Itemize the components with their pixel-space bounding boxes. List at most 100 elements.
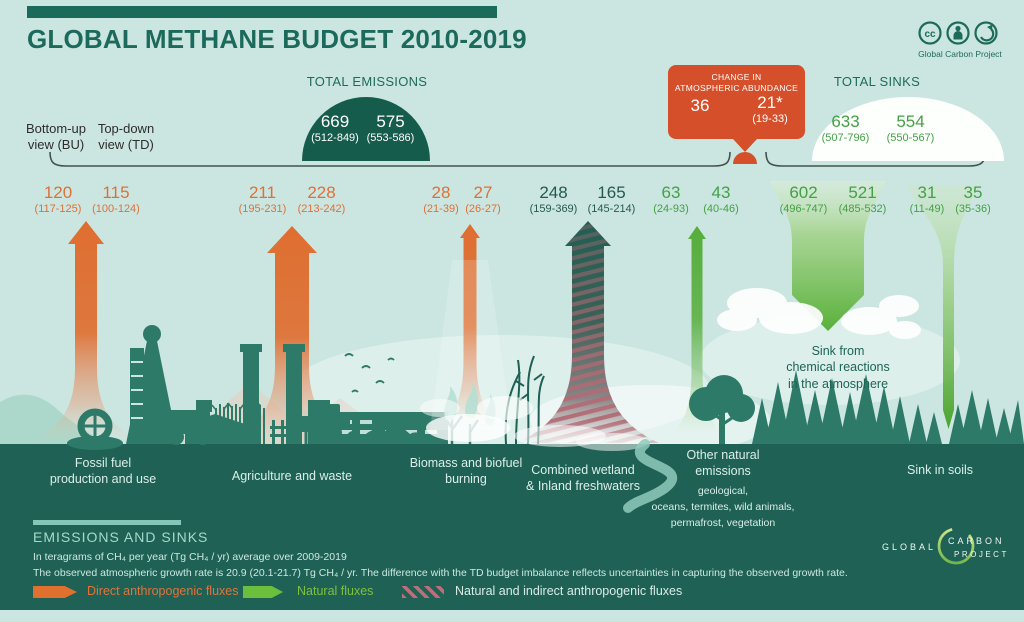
cc-caption: Global Carbon Project	[918, 49, 1002, 59]
soil-sink-td-range: (35-36)	[955, 202, 991, 215]
gcp-logo-global: GLOBAL	[882, 542, 936, 552]
emissions-brace	[49, 151, 731, 167]
agriculture-arrow	[213, 226, 371, 446]
cc-icon[interactable]: cc	[918, 21, 942, 45]
wetland-label: Combined wetland & Inland freshwaters	[526, 463, 640, 494]
other-natural-label: Other natural emissions	[686, 448, 760, 479]
legend-natural-indirect-label: Natural and indirect anthropogenic fluxe…	[455, 584, 683, 598]
footer-units-note: In teragrams of CH₄ per year (Tg CH₄ / y…	[33, 551, 347, 563]
agriculture-bu-range: (195-231)	[238, 202, 287, 215]
cc-by-icon[interactable]	[946, 21, 970, 45]
chemical-sink-values: 602 (496-747) 521 (485-532)	[776, 183, 890, 215]
atmospheric-change-td: 21*	[757, 93, 783, 112]
other-natural-td-range: (40-46)	[703, 202, 739, 215]
wetland-bu: 248	[539, 183, 568, 202]
fossil-td-range: (100-124)	[92, 202, 140, 215]
biomass-arrow	[437, 224, 503, 428]
gcp-logo-carbon: CARBON	[948, 536, 1005, 546]
soil-sink-bu-range: (11-49)	[909, 202, 945, 215]
total-emissions-bu-range: (512-849)	[311, 131, 359, 144]
other-natural-sublabel: geological, oceans, termites, wild anima…	[651, 485, 795, 529]
agriculture-td-range: (213-242)	[297, 202, 346, 215]
total-sinks-label: TOTAL SINKS	[833, 74, 921, 89]
bottom-up-view-label: Bottom-up view (BU)	[26, 121, 86, 153]
title-bar	[27, 6, 497, 18]
legend-natural-swatch	[243, 586, 283, 598]
other-natural-bu-range: (24-93)	[653, 202, 689, 215]
other-natural-arrow	[671, 226, 723, 434]
river-icon	[623, 439, 678, 513]
birds-icon	[344, 353, 395, 393]
soil-sink-arrow	[906, 185, 980, 429]
biomass-bu: 28	[431, 183, 451, 202]
chemical-sink-bu: 602	[789, 183, 818, 202]
page-title: GLOBAL METHANE BUDGET 2010-2019	[27, 24, 527, 54]
fossil-bu: 120	[43, 183, 73, 202]
agriculture-td: 228	[307, 183, 336, 202]
atmospheric-change-title: CHANGE IN ATMOSPHERIC ABUNDANCE	[674, 72, 799, 94]
chemical-sink-bu-range: (496-747)	[779, 202, 828, 215]
wetland-td: 165	[597, 183, 626, 202]
biomass-td: 27	[473, 183, 493, 202]
footer-accent-bar	[33, 520, 181, 525]
total-sinks-td: 554	[896, 112, 925, 131]
gcp-logo-project: PROJECT	[954, 550, 1009, 559]
soil-sink-bu: 31	[917, 183, 937, 202]
atmospheric-change-bu: 36	[690, 96, 710, 115]
soil-sink-td: 35	[963, 183, 983, 202]
fossil-fuel-values: 120 (117-125) 115 (100-124)	[32, 183, 142, 215]
soil-sink-label: Sink in soils	[907, 463, 973, 477]
total-sinks-bu: 633	[831, 112, 860, 131]
ground-band	[0, 444, 1024, 610]
fossil-bu-range: (117-125)	[34, 202, 82, 215]
change-box-pointer	[733, 139, 757, 152]
chemical-sink-td: 521	[848, 183, 877, 202]
crops-icon	[211, 402, 265, 444]
chemical-sink-td-range: (485-532)	[838, 202, 887, 215]
agriculture-values: 211 (195-231) 228 (213-242)	[235, 183, 349, 215]
agriculture-bu: 211	[248, 183, 277, 202]
fence-icon	[270, 420, 295, 444]
change-hump	[733, 152, 757, 164]
tree-icon	[689, 375, 755, 444]
atmospheric-change-td-range: (19-33)	[752, 112, 788, 125]
total-emissions-label: TOTAL EMISSIONS	[306, 74, 428, 89]
legend-direct-anthropogenic-label: Direct anthropogenic fluxes	[87, 584, 239, 598]
agriculture-label: Agriculture and waste	[231, 469, 353, 483]
cc-license-badges[interactable]: cc	[910, 20, 1010, 50]
wetland-arrow	[517, 221, 659, 443]
forest-icon	[752, 370, 1024, 444]
biomass-label: Biomass and biofuel burning	[409, 456, 523, 487]
gcp-logo: GLOBAL CARBON PROJECT	[882, 527, 1009, 565]
total-emissions-dome: 669 (512-849) 575 (553-586)	[302, 97, 430, 161]
fossil-td: 115	[102, 183, 130, 202]
fossil-fuel-arrow	[27, 221, 145, 443]
legend-natural-label: Natural fluxes	[297, 584, 374, 598]
chemical-sink-label: Sink from chemical reactions in the atmo…	[786, 344, 890, 391]
gcp-logo-ring	[937, 527, 975, 565]
top-down-view-label: Top-down view (TD)	[97, 121, 155, 153]
total-emissions-td-range: (553-586)	[366, 131, 415, 144]
soil-sink-values: 31 (11-49) 35 (35-36)	[906, 183, 994, 215]
clouds-icon	[717, 288, 921, 339]
waterwheel-icon	[67, 408, 123, 450]
chemical-sink-arrow	[770, 181, 886, 331]
svg-text:cc: cc	[924, 29, 936, 40]
legend-direct-anthropogenic-swatch	[33, 586, 77, 598]
other-natural-values: 63 (24-93) 43 (40-46)	[649, 183, 743, 215]
combine-harvester-icon	[150, 400, 212, 445]
total-emissions-td: 575	[376, 112, 405, 131]
cc-sa-icon[interactable]	[974, 21, 998, 45]
other-natural-bu: 63	[661, 183, 681, 202]
wetland-bu-range: (159-369)	[529, 202, 578, 215]
legend-natural-indirect-swatch	[402, 586, 444, 598]
manure-pile-icon	[358, 426, 428, 444]
footer-heading: EMISSIONS AND SINKS	[33, 529, 209, 545]
other-natural-td: 43	[711, 183, 731, 202]
atmospheric-change-box: CHANGE IN ATMOSPHERIC ABUNDANCE 36 21* (…	[668, 65, 805, 139]
wetland-values: 248 (159-369) 165 (145-214)	[526, 183, 639, 215]
total-sinks-td-range: (550-567)	[886, 131, 935, 144]
biomass-values: 28 (21-39) 27 (26-27)	[421, 183, 503, 215]
